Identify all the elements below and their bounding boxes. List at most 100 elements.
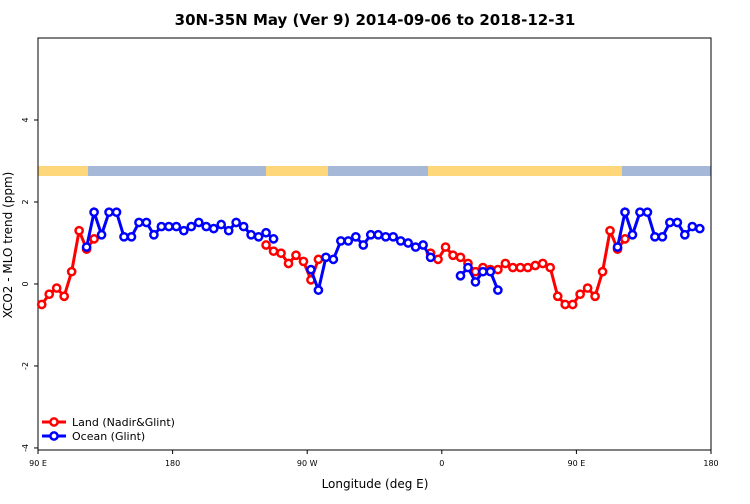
y-tick-label: 2 [21, 199, 30, 204]
data-point [89, 207, 99, 218]
data-point [433, 254, 443, 265]
x-axis-label: Longitude (deg E) [322, 477, 429, 491]
x-tick-label: 180 [165, 459, 180, 468]
data-point [493, 285, 503, 295]
data-point [231, 217, 242, 228]
legend-label: Land (Nadir&Glint) [72, 416, 175, 429]
data-point [500, 258, 511, 269]
data-point [186, 221, 197, 232]
data-point [358, 240, 369, 250]
data-point [627, 229, 638, 240]
data-point [365, 229, 376, 240]
data-point [104, 207, 114, 218]
data-point [59, 291, 70, 302]
data-point [36, 299, 47, 310]
data-point [283, 258, 294, 269]
data-point [642, 207, 653, 218]
x-tick-label: 90 E [568, 459, 586, 468]
data-point [552, 291, 563, 302]
data-point [380, 231, 391, 242]
data-point [507, 262, 518, 273]
data-point [193, 217, 204, 228]
data-point [276, 248, 286, 259]
data-point [126, 231, 137, 242]
data-point [306, 264, 316, 275]
data-point [178, 225, 189, 236]
y-tick-label: 4 [21, 117, 30, 122]
data-point [530, 260, 541, 271]
data-point [418, 240, 428, 250]
land-mask-band [38, 166, 711, 176]
data-point [246, 229, 256, 240]
data-point [635, 207, 645, 218]
y-tick-label: -4 [21, 444, 30, 452]
data-point [410, 242, 421, 252]
data-point [515, 262, 526, 273]
data-point [388, 231, 399, 242]
data-point [89, 234, 99, 244]
data-point [141, 217, 152, 228]
data-point [650, 231, 660, 242]
data-point [149, 229, 159, 240]
data-point [440, 242, 451, 252]
data-point [201, 221, 212, 232]
data-point [657, 231, 668, 242]
data-point [403, 238, 413, 248]
data-point [343, 236, 354, 246]
data-point [567, 299, 578, 310]
data-point [81, 242, 92, 252]
data-point [485, 266, 496, 277]
data-point [66, 266, 77, 277]
data-point [575, 289, 585, 300]
data-point [582, 283, 593, 293]
data-point [96, 229, 107, 240]
data-point [238, 221, 249, 232]
data-point [478, 266, 488, 277]
data-point [298, 256, 309, 267]
x-tick-label: 0 [439, 459, 444, 468]
data-point [261, 227, 271, 238]
data-point [425, 252, 436, 263]
data-point [156, 221, 167, 232]
data-point [537, 258, 548, 269]
data-point [268, 246, 279, 257]
data-point [560, 299, 571, 310]
land-band [38, 166, 88, 176]
data-point [321, 252, 331, 263]
legend-marker [49, 417, 59, 427]
data-point [665, 217, 675, 228]
data-point [694, 223, 705, 234]
x-tick-label: 180 [703, 459, 718, 468]
land-band [266, 166, 328, 176]
data-point [545, 262, 556, 273]
data-point [74, 225, 84, 236]
data-point [395, 236, 406, 246]
data-point [216, 219, 227, 230]
data-point [164, 221, 174, 232]
data-point [620, 234, 630, 244]
data-point [261, 240, 271, 250]
plot-frame [37, 37, 712, 451]
data-point [590, 291, 600, 302]
data-point [455, 252, 466, 263]
data-point [679, 229, 690, 240]
data-point [597, 266, 608, 277]
y-tick-label: -2 [21, 362, 30, 370]
data-point [313, 254, 324, 265]
x-tick-label: 90 E [29, 459, 47, 468]
ocean-band [38, 166, 711, 176]
data-point [620, 207, 630, 218]
data-point [223, 225, 234, 236]
data-point [493, 264, 503, 275]
data-point [605, 225, 615, 236]
data-point [134, 217, 144, 228]
data-point [208, 223, 219, 234]
data-point [373, 229, 384, 240]
data-point [448, 250, 458, 261]
data-point [522, 262, 533, 273]
data-point [336, 236, 346, 246]
data-point [470, 277, 481, 287]
data-point [687, 221, 698, 232]
x-tick-label: 90 W [297, 459, 318, 468]
